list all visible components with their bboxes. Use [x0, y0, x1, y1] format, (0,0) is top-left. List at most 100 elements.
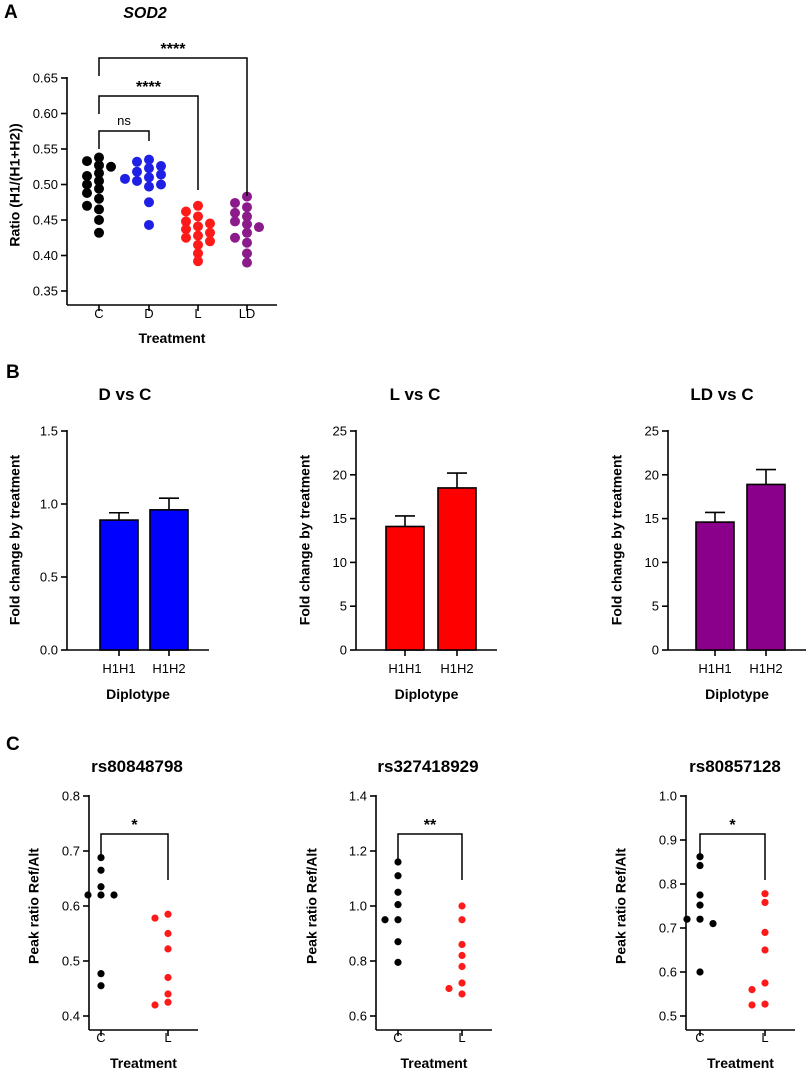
x-tick-label: LD	[239, 306, 256, 321]
data-point-l	[193, 200, 203, 211]
data-point-ld	[230, 197, 240, 208]
x-tick-label: C	[96, 1030, 105, 1045]
data-point-l	[193, 239, 203, 250]
y-tick-label: 1.0	[659, 789, 677, 804]
y-axis-label: Peak ratio Ref/Alt	[613, 848, 629, 964]
x-tick-label: L	[458, 1030, 465, 1045]
data-point-l	[748, 986, 756, 994]
y-tick-label: 1.0	[40, 497, 58, 512]
y-tick-label: 20	[333, 467, 347, 482]
data-point-c	[94, 227, 104, 238]
data-point-c	[94, 168, 104, 179]
y-tick-label: 0.45	[33, 213, 58, 228]
data-point-l	[761, 928, 769, 937]
panel-label-c: C	[6, 734, 20, 755]
data-point-l	[458, 951, 466, 960]
data-point-ld	[242, 202, 252, 213]
data-point-c	[94, 204, 104, 215]
data-point-c	[82, 188, 92, 199]
data-point-ld	[242, 191, 252, 202]
significance-label: **	[424, 817, 437, 834]
x-tick-label: H1H2	[749, 661, 782, 676]
significance-label: *	[729, 817, 736, 834]
y-tick-label: 1.5	[40, 424, 58, 439]
data-point-c	[394, 888, 402, 896]
significance-bracket	[699, 833, 766, 880]
data-point-c	[381, 916, 389, 924]
y-tick-label: 0.50	[33, 177, 58, 192]
x-tick-label: L	[761, 1030, 768, 1045]
x-tick-label: C	[94, 306, 103, 321]
data-point-c	[94, 215, 104, 225]
x-axis-label: Diplotype	[705, 686, 769, 702]
significance-label: ****	[161, 41, 187, 58]
y-tick-label: 0.35	[33, 284, 58, 299]
data-point-d	[156, 179, 166, 190]
data-point-d	[132, 175, 142, 186]
data-point-d	[144, 172, 154, 183]
y-tick-label: 0.65	[33, 71, 58, 86]
y-tick-label: 25	[645, 424, 659, 439]
data-point-c	[82, 170, 92, 181]
data-point-c	[696, 968, 704, 976]
chart-b-ld-vs-c: 0 5 10 15 20 25 H1H1 H1H2 Diplotype Fold change b…	[609, 385, 806, 702]
y-axis-label: Peak ratio Ref/Alt	[304, 848, 320, 964]
data-point-l	[181, 216, 191, 227]
y-tick-label: 5	[652, 599, 659, 614]
data-point-c	[696, 891, 704, 899]
significance-label: *	[131, 817, 138, 834]
y-tick-label: 0.5	[40, 570, 58, 585]
y-tick-label: 0.9	[659, 833, 677, 848]
y-tick-label: 1.2	[349, 844, 367, 859]
chart-title: SOD2	[123, 5, 167, 22]
data-point-c	[394, 916, 402, 924]
y-tick-label: 0.8	[659, 877, 677, 892]
data-point-l	[164, 945, 172, 953]
y-tick-label: 0.4	[62, 1009, 80, 1024]
y-tick-label: 10	[333, 555, 347, 570]
data-point-l	[205, 218, 215, 229]
data-point-ld	[230, 207, 240, 218]
data-point-c	[84, 891, 92, 899]
chart-title: rs80857128	[689, 757, 781, 776]
data-point-l	[164, 998, 172, 1006]
data-point-c	[97, 891, 105, 899]
bar-h1h2	[149, 509, 189, 651]
data-point-ld	[242, 248, 252, 259]
data-point-l	[458, 902, 466, 910]
data-point-l	[748, 1001, 756, 1009]
data-point-c	[94, 152, 104, 163]
data-point-ld	[254, 222, 264, 233]
chart-title: LD vs C	[690, 385, 753, 404]
x-tick-label: H1H2	[152, 661, 185, 676]
data-point-l	[193, 256, 203, 267]
chart-title: rs80848798	[91, 757, 183, 776]
data-point-c	[82, 200, 92, 211]
data-point-c	[110, 891, 118, 899]
data-point-l	[164, 990, 172, 998]
y-tick-label: 25	[333, 424, 347, 439]
significance-label: ns	[117, 113, 131, 128]
data-point-l	[181, 232, 191, 243]
significance-bracket	[100, 833, 169, 880]
data-point-l	[205, 227, 215, 238]
chart-b-d-vs-c: 0.0 0.5 1.0 1.5 H1H1 H1H2 Diplotype Fold change…	[7, 385, 209, 702]
data-point-c	[94, 175, 104, 186]
data-point-d	[156, 161, 166, 172]
data-point-l	[458, 990, 466, 998]
y-tick-label: 10	[645, 555, 659, 570]
data-point-c	[683, 915, 691, 923]
data-point-d	[132, 156, 142, 167]
data-point-d	[144, 219, 154, 230]
x-tick-label: C	[695, 1030, 704, 1045]
data-point-l	[445, 984, 453, 993]
data-point-c	[94, 160, 104, 171]
data-point-l	[193, 248, 203, 259]
data-point-d	[132, 166, 142, 177]
y-tick-label: 1.4	[349, 789, 367, 804]
data-point-l	[164, 929, 172, 938]
x-tick-label: H1H1	[698, 661, 731, 676]
data-point-l	[164, 910, 172, 918]
bar-h1h2	[437, 487, 477, 651]
